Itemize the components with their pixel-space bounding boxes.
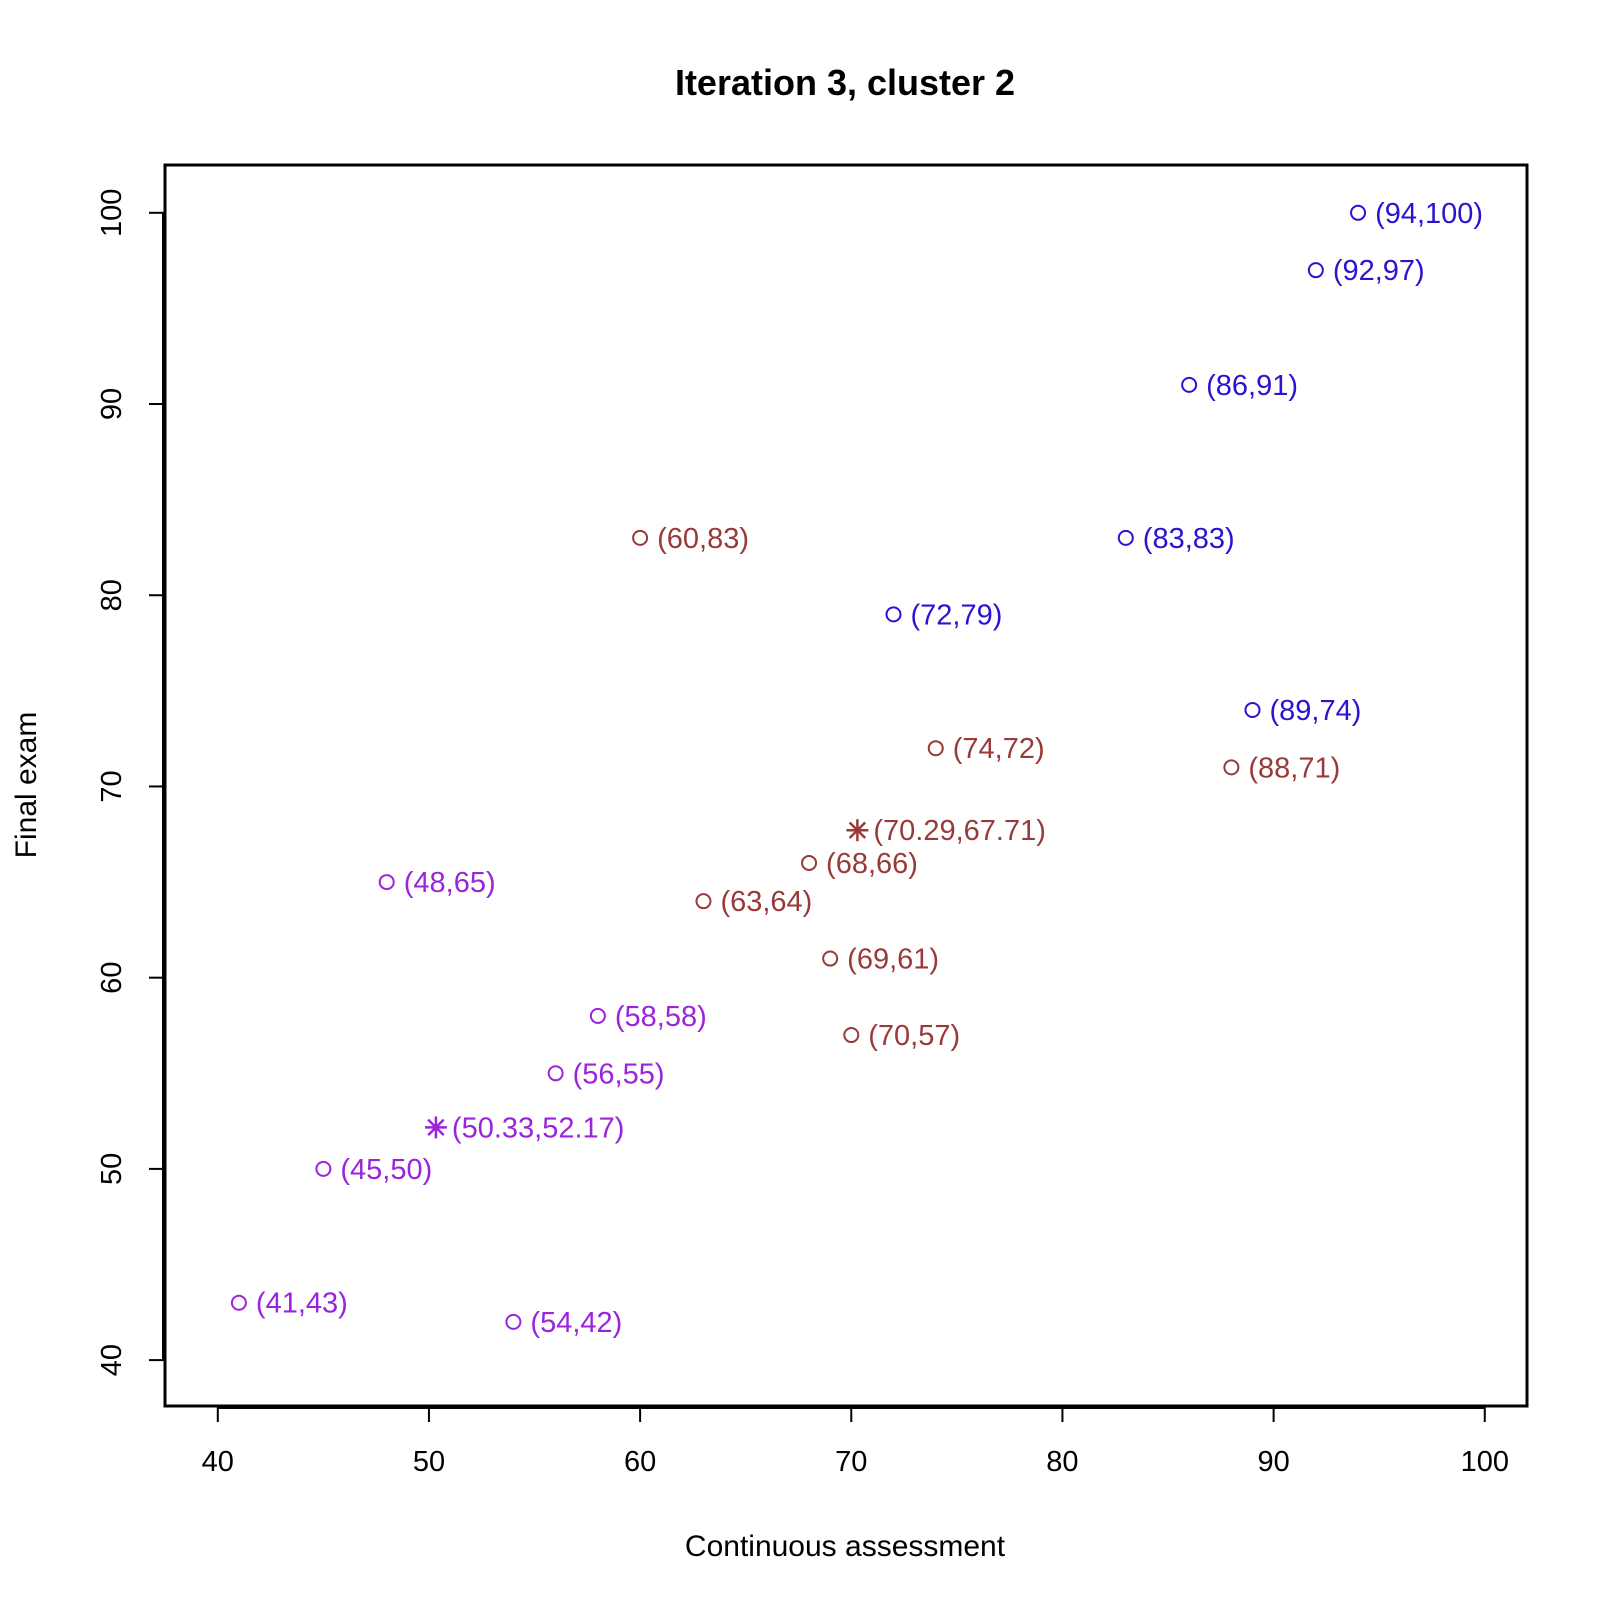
data-point — [1181, 376, 1198, 393]
data-point-label: (45,50) — [340, 1154, 432, 1186]
x-axis: 40 50 60 70 80 90 100 — [202, 1406, 1509, 1478]
data-point — [885, 606, 902, 623]
y-tick-label: 90 — [96, 388, 128, 420]
data-point-label: (54,42) — [530, 1307, 622, 1339]
data-point — [505, 1313, 522, 1330]
data-point-label: (88,71) — [1248, 752, 1340, 784]
data-point-label: (86,91) — [1206, 370, 1298, 402]
x-tick-label: 90 — [1257, 1446, 1289, 1478]
data-point-label: (58,58) — [615, 1001, 707, 1033]
data-point — [927, 740, 944, 757]
data-point-label: (83,83) — [1143, 523, 1235, 555]
data-point-label: (72,79) — [911, 599, 1003, 631]
y-axis-title: Final exam — [10, 712, 43, 859]
centroid-label: (50.33,52.17) — [452, 1112, 625, 1144]
data-point — [1350, 204, 1367, 221]
y-tick-label: 70 — [96, 770, 128, 802]
centroid-stroke — [848, 821, 867, 839]
chart-title: Iteration 3, cluster 2 — [675, 62, 1015, 103]
data-point-label: (48,65) — [404, 867, 496, 899]
data-point-label: (92,97) — [1333, 255, 1425, 287]
data-point-label: (68,66) — [826, 848, 918, 880]
centroid-marker — [846, 819, 869, 842]
data-point-label: (69,61) — [847, 944, 939, 976]
y-tick-label: 80 — [96, 579, 128, 611]
data-point — [843, 1027, 860, 1044]
data-point — [1223, 759, 1240, 776]
data-point — [1244, 701, 1261, 718]
data-points: (94,100) (92,97) (86,91) (83,83) (72,79) (89,… — [230, 198, 1483, 1339]
plot-frame — [163, 163, 1529, 1408]
x-tick-label: 70 — [835, 1446, 867, 1478]
data-point-label: (63,64) — [720, 886, 812, 918]
y-tick-label: 50 — [96, 1153, 128, 1185]
data-point — [1307, 262, 1324, 279]
data-point-label: (89,74) — [1269, 695, 1361, 727]
y-axis: 40 50 60 70 80 90 100 — [96, 189, 165, 1376]
data-point — [547, 1065, 564, 1082]
y-tick-label: 40 — [96, 1344, 128, 1376]
data-point — [1117, 529, 1134, 546]
data-point-label: (60,83) — [657, 523, 749, 555]
data-point — [632, 529, 649, 546]
data-point — [801, 854, 818, 871]
x-tick-label: 50 — [413, 1446, 445, 1478]
y-tick-label: 60 — [96, 962, 128, 994]
y-tick-label: 100 — [96, 189, 128, 237]
x-tick-label: 80 — [1046, 1446, 1078, 1478]
data-point — [589, 1007, 606, 1024]
x-tick-label: 60 — [624, 1446, 656, 1478]
x-tick-label: 100 — [1461, 1446, 1509, 1478]
data-point-label: (70,57) — [868, 1020, 960, 1052]
data-point — [695, 893, 712, 910]
data-point-label: (74,72) — [953, 733, 1045, 765]
data-point-label: (56,55) — [573, 1058, 665, 1090]
data-point — [822, 950, 839, 967]
data-point — [378, 874, 395, 891]
centroid-stroke — [427, 1118, 445, 1137]
data-point — [315, 1160, 332, 1177]
data-point-label: (41,43) — [256, 1288, 348, 1320]
data-point — [230, 1294, 247, 1311]
centroid-label: (70.29,67.71) — [873, 815, 1046, 847]
x-tick-label: 40 — [202, 1446, 234, 1478]
centroid-marker — [424, 1116, 447, 1139]
x-axis-title: Continuous assessment — [685, 1530, 1006, 1563]
data-point-label: (94,100) — [1375, 198, 1483, 230]
